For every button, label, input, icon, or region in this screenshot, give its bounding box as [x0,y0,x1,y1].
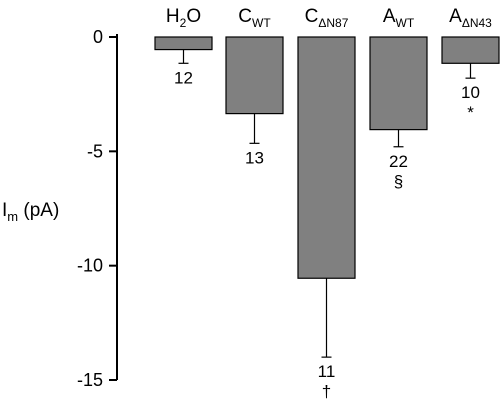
y-tick-label: 0 [93,27,103,47]
n-label: 10 [461,83,480,102]
bar [369,36,428,131]
n-label: 11 [318,362,336,381]
category-label: H2O [166,6,201,30]
labels: H2O 12 CWT 13 CΔN87 11† AWT 22§ AΔN43 10* [166,6,492,401]
category-label: AWT [383,6,415,30]
y-axis-label: Im (pA) [2,200,59,224]
n-label: 22 [389,152,408,171]
category-label: CWT [238,6,271,30]
significance-mark: * [467,103,474,122]
bar [297,36,356,279]
n-label: 13 [245,148,264,167]
y-tick-label: -5 [87,141,103,161]
bar [441,36,500,64]
significance-mark: § [394,172,403,191]
bars [154,36,500,358]
y-tick-label: -15 [77,370,103,390]
bar [154,36,213,51]
bar [225,36,284,115]
n-label: 12 [174,68,193,87]
y-axis: 0 -5 -10 -15 Im (pA) [2,27,118,390]
significance-mark: † [322,382,331,401]
category-label: AΔN43 [449,6,492,30]
category-label: CΔN87 [305,6,349,30]
y-tick-label: -10 [77,256,103,276]
